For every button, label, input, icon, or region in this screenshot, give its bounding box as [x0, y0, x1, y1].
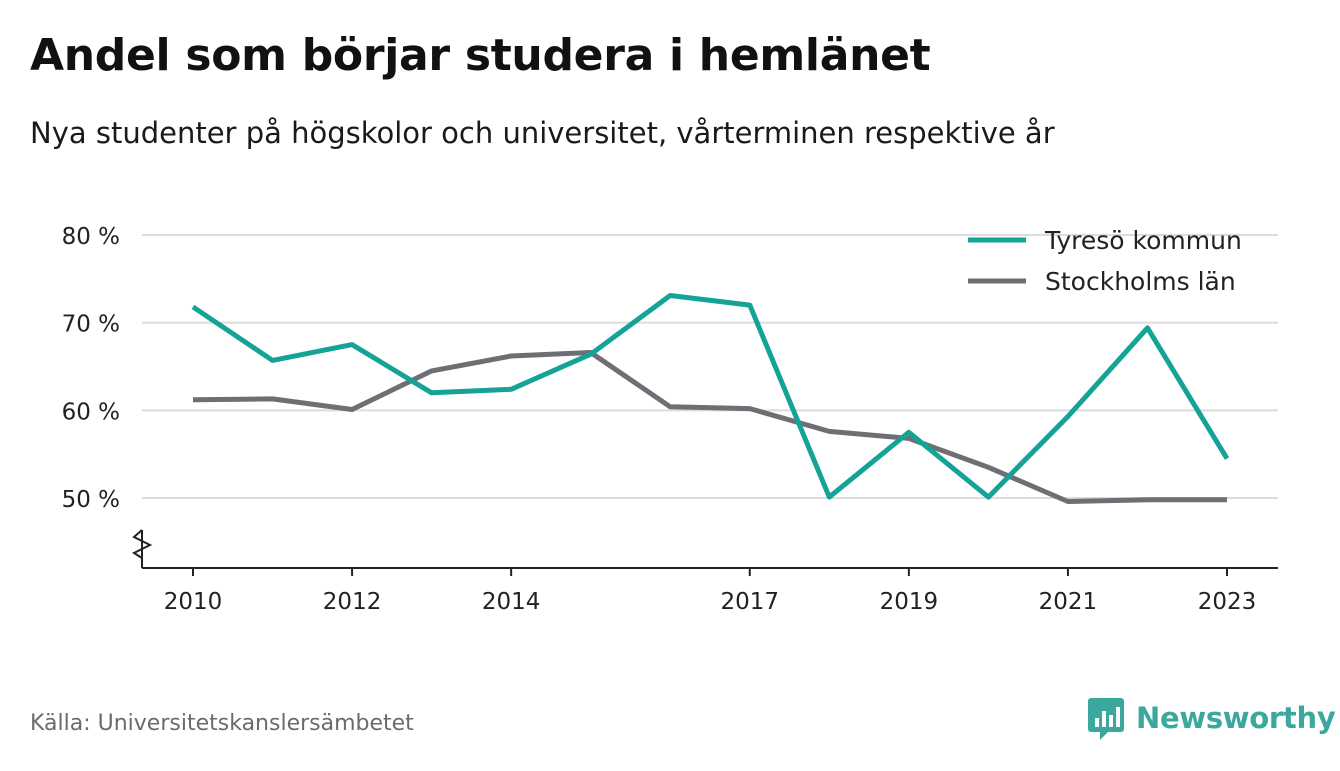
axes: 50 % 60 % 70 % 80 % 2010 2012 2014 2017 2019 2021… [62, 224, 1278, 615]
y-tick-label: 80 % [62, 224, 120, 250]
x-tick-label: 2021 [1039, 589, 1098, 615]
chart-subtitle: Nya studenter på högskolor och universit… [30, 116, 1055, 150]
y-tick-label: 50 % [62, 487, 120, 513]
series-line-stockholms-l-n [192, 350, 1227, 504]
legend-label: Tyresö kommun [1044, 226, 1242, 255]
x-tick-label: 2010 [164, 589, 223, 615]
grid-lines [142, 234, 1278, 499]
y-tick-label: 60 % [62, 399, 120, 425]
x-tick-label: 2012 [323, 589, 382, 615]
legend: Tyresö kommun Stockholms län [968, 226, 1242, 296]
x-tick-label: 2019 [880, 589, 939, 615]
x-tick-label: 2017 [720, 589, 779, 615]
series-lines [191, 293, 1230, 504]
y-tick-label: 70 % [62, 312, 120, 338]
x-tick-label: 2023 [1198, 589, 1257, 615]
series-line-tyres-kommun [191, 293, 1230, 500]
bar-chart-speech-bubble-icon [1088, 698, 1124, 740]
axis-break-marker [131, 529, 153, 559]
x-tick-label: 2014 [482, 589, 541, 615]
brand-logo[interactable]: Newsworthy [1088, 696, 1336, 740]
source-note: Källa: Universitetskanslersämbetet [30, 711, 414, 736]
brand-name: Newsworthy [1136, 701, 1336, 735]
chart-title: Andel som börjar studera i hemlänet [30, 30, 931, 81]
legend-label: Stockholms län [1045, 267, 1236, 296]
